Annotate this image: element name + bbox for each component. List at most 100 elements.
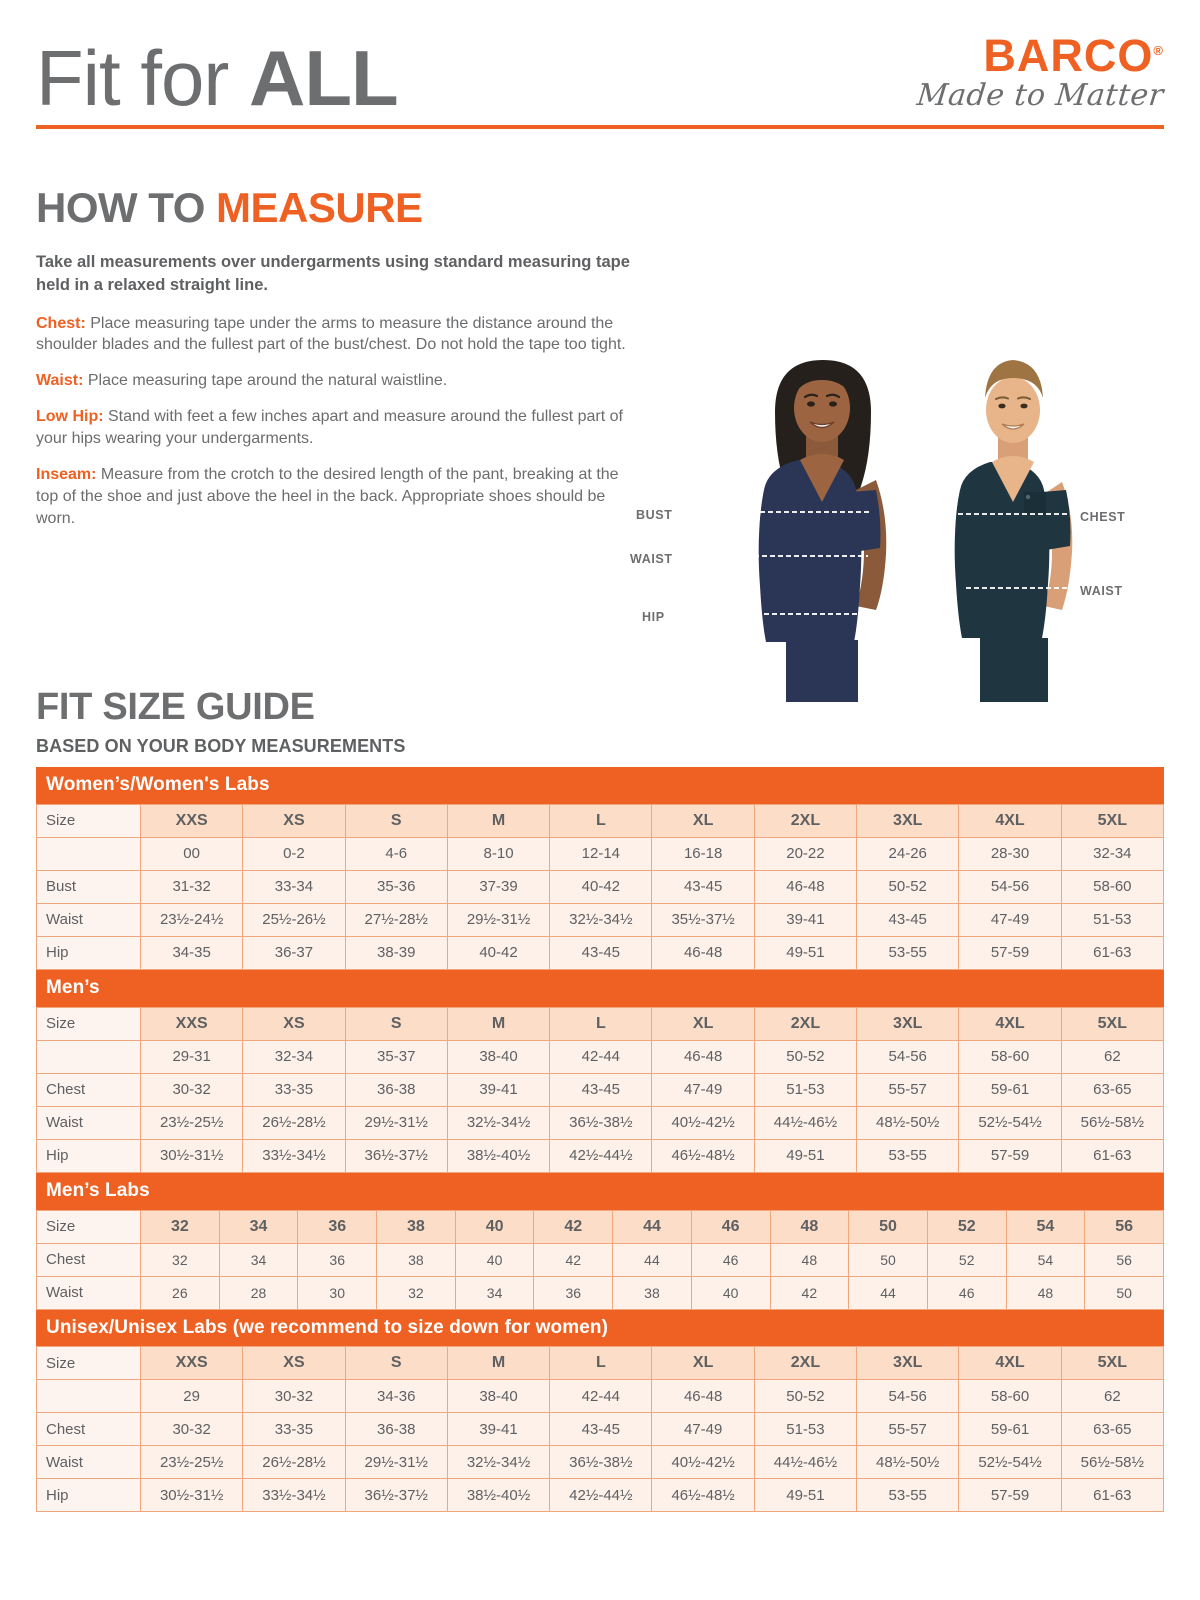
numeric-size-cell: 00: [139, 836, 244, 871]
size-header-cell: 52: [926, 1209, 1007, 1244]
numeric-size-cell: 24-26: [856, 836, 960, 871]
fit-size-guide-subheading: BASED ON YOUR BODY MEASUREMENTS: [36, 736, 406, 756]
barco-wordmark-text: BARCO: [983, 29, 1154, 81]
row-label: Chest: [36, 1072, 141, 1107]
measurement-cell: 50: [1084, 1275, 1164, 1310]
measurement-cell: 54-56: [958, 869, 1062, 904]
measure-label-waist: Waist:: [36, 372, 84, 390]
measurement-cell: 36½-38½: [549, 1105, 653, 1140]
row-label: Hip: [36, 1478, 141, 1513]
measurement-cell: 44½-46½: [753, 1105, 858, 1140]
how-to-measure-section: HOW TO MEASURE Take all measurements ove…: [36, 187, 1164, 530]
measurement-cell: 51-53: [1060, 902, 1165, 937]
barco-logo: BARCO® Made to Matter: [916, 29, 1166, 116]
size-header-cell: 44: [612, 1209, 692, 1244]
measurement-cell: 36: [297, 1242, 378, 1277]
measurement-cell: 47-49: [651, 1412, 755, 1447]
measurement-cell: 55-57: [856, 1412, 960, 1447]
row-label: Size: [36, 803, 141, 838]
size-header-cell: 4XL: [958, 1006, 1062, 1041]
measurement-cell: 33-35: [242, 1412, 346, 1447]
measurement-cell: 23½-25½: [139, 1445, 244, 1480]
measure-text-low-hip: Stand with feet a few inches apart and m…: [36, 408, 623, 448]
size-header-cell: L: [549, 1006, 653, 1041]
measurement-cell: 39-41: [446, 1412, 551, 1447]
measurement-cell: 57-59: [958, 1478, 1062, 1513]
size-header-cell: XXS: [139, 1346, 244, 1381]
numeric-size-cell: 42-44: [549, 1379, 653, 1414]
measurement-cell: 36½-38½: [549, 1445, 653, 1480]
measurement-cell: 52: [926, 1242, 1007, 1277]
table-band-1: Men’s: [36, 969, 1164, 1007]
numeric-size-cell: 0-2: [242, 836, 346, 871]
measurement-cell: 36-38: [344, 1412, 448, 1447]
table-row: Bust 31-32 33-34 35-36 37-39 40-42 43-45 46-48 5…: [36, 869, 1165, 904]
numeric-size-cell: 38-40: [446, 1039, 551, 1074]
measurement-cell: 32½-34½: [549, 902, 653, 937]
size-table-2: Size 32 34 36 38 40 42 44 46 48 50 52 54 56 Chest 32 34 3…: [36, 1209, 1164, 1310]
size-header-cell: XL: [651, 803, 755, 838]
measure-text-chest: Place measuring tape under the arms to m…: [36, 314, 626, 354]
table-row: 29-31 32-34 35-37 38-40 42-44 46-48 50-52 54-56…: [36, 1039, 1165, 1074]
numeric-size-cell: 46-48: [651, 1379, 755, 1414]
size-header-cell: 34: [218, 1209, 299, 1244]
table-band-3: Unisex/Unisex Labs (we recommend to size…: [36, 1309, 1164, 1347]
row-label: [36, 1039, 141, 1074]
size-header-cell: S: [344, 803, 448, 838]
measurement-cell: 46-48: [651, 935, 755, 970]
measurement-cell: 56½-58½: [1060, 1445, 1165, 1480]
size-table-1: Size XXS XS S M L XL 2XL 3XL 4XL 5XL 29-31 32-34 35-3…: [36, 1006, 1165, 1173]
measurement-cell: 50: [848, 1242, 928, 1277]
measurement-cell: 49-51: [753, 1138, 858, 1173]
measurement-cell: 35-36: [344, 869, 448, 904]
measurement-cell: 34: [218, 1242, 299, 1277]
size-header-cell: XS: [242, 1346, 346, 1381]
measurement-cell: 40-42: [549, 869, 653, 904]
measurement-cell: 48: [1005, 1275, 1086, 1310]
label-bust: BUST: [636, 508, 673, 522]
measurement-cell: 32: [140, 1242, 220, 1277]
measurement-cell: 32½-34½: [446, 1445, 551, 1480]
numeric-size-cell: 38-40: [446, 1379, 551, 1414]
size-header-cell: 32: [140, 1209, 220, 1244]
measurement-cell: 61-63: [1060, 1478, 1165, 1513]
row-label: Waist: [36, 902, 141, 937]
heading-gray-part: HOW TO: [36, 184, 217, 231]
measurement-cell: 51-53: [753, 1412, 858, 1447]
size-header-cell: M: [446, 1006, 551, 1041]
row-label: Hip: [36, 1138, 141, 1173]
measurement-cell: 52½-54½: [958, 1445, 1062, 1480]
numeric-size-cell: 54-56: [856, 1039, 960, 1074]
size-header-cell: XL: [651, 1346, 755, 1381]
measurement-cell: 38½-40½: [446, 1138, 551, 1173]
heading-accent-part: MEASURE: [216, 184, 423, 231]
measure-item-low-hip: Low Hip: Stand with feet a few inches ap…: [36, 406, 636, 450]
numeric-size-cell: 20-22: [753, 836, 858, 871]
measurement-cell: 43-45: [549, 935, 653, 970]
measurement-cell: 59-61: [958, 1072, 1062, 1107]
numeric-size-cell: 62: [1060, 1379, 1165, 1414]
measurement-cell: 46½-48½: [651, 1478, 755, 1513]
measurement-cell: 42: [533, 1242, 614, 1277]
measurement-cell: 25½-26½: [242, 902, 346, 937]
measure-item-chest: Chest: Place measuring tape under the ar…: [36, 313, 636, 357]
measurement-cell: 33½-34½: [242, 1138, 346, 1173]
page-title: Fit for ALL: [36, 39, 399, 117]
measure-label-chest: Chest:: [36, 314, 86, 332]
size-header-cell: 5XL: [1060, 1346, 1165, 1381]
numeric-size-cell: 54-56: [856, 1379, 960, 1414]
row-label: Chest: [36, 1242, 141, 1277]
measurement-cell: 42: [769, 1275, 850, 1310]
numeric-size-cell: 46-48: [651, 1039, 755, 1074]
numeric-size-cell: 4-6: [344, 836, 448, 871]
size-header-cell: 42: [533, 1209, 614, 1244]
female-model-figure: [744, 360, 887, 702]
numeric-size-cell: 35-37: [344, 1039, 448, 1074]
table-row: Waist 23½-25½ 26½-28½ 29½-31½ 32½-34½ 36½-38½…: [36, 1105, 1165, 1140]
size-header-cell: 3XL: [856, 803, 960, 838]
measurement-cell: 40-42: [446, 935, 551, 970]
size-header-cell: L: [549, 803, 653, 838]
label-chest: CHEST: [1080, 510, 1126, 524]
size-header-cell: XS: [242, 803, 346, 838]
measurement-cell: 53-55: [856, 1478, 960, 1513]
